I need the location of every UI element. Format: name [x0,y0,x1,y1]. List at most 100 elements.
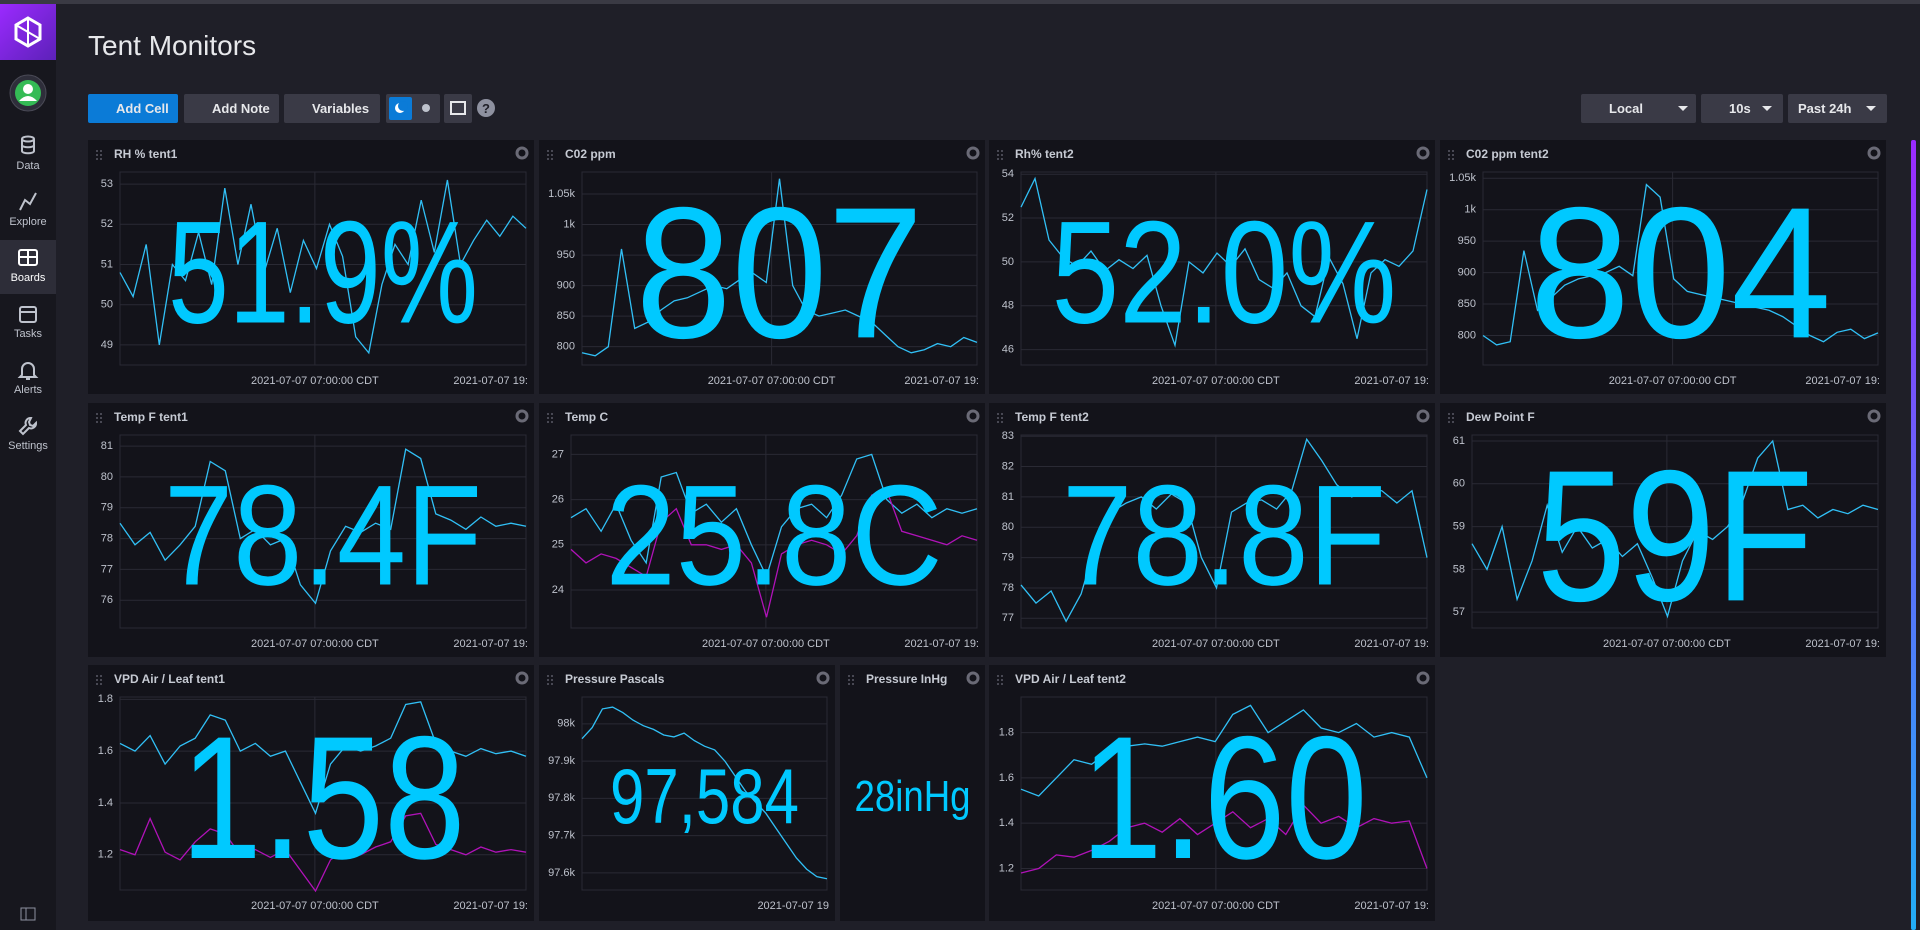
plot-frame [119,434,527,629]
add-note-button[interactable]: Add Note [184,94,279,123]
nav-label: Tasks [13,328,43,340]
y-tick-label: 1k [1464,204,1476,216]
drag-handle [1001,421,1003,423]
cell-background [1440,140,1886,394]
cell-settings[interactable] [966,671,980,685]
drag-handle [551,158,553,160]
stat-value: 59F [1537,431,1814,640]
nav-item[interactable]: Alerts [0,352,56,406]
drag-handle [96,675,98,677]
y-tick-label: 81 [101,440,113,452]
board-title: Tent Monitors [88,30,257,61]
x-tick-label: 2021-07-07 19: [1354,638,1429,650]
nav-item[interactable]: Tasks [0,296,56,350]
drag-handle [100,158,102,160]
series-line [1482,183,1879,346]
y-tick-label: 53 [101,178,113,190]
presentation-button[interactable] [444,94,472,123]
cell-settings[interactable] [515,146,529,160]
series-line [1471,439,1879,619]
drag-handle [997,158,999,160]
collapse-icon[interactable] [0,904,56,924]
view-toggles: ? [386,94,495,123]
y-tick-label: 54 [1002,168,1014,180]
x-tick-label: 2021-07-07 07:00:00 CDT [702,638,830,650]
drag-handle [1001,413,1003,415]
series-line [581,178,978,357]
plot-frame [1020,171,1428,366]
cell: VPD Air / Leaf tent2 1.8 1.6 1.4 1.2 2021-07-… [989,665,1435,921]
y-tick-label: 52 [1002,212,1014,224]
nav-label: Explore [9,216,47,228]
drag-handle [1001,675,1003,677]
drag-handle [551,154,553,156]
drag-handle [96,683,98,685]
y-tick-label: 79 [101,502,113,514]
nav-item[interactable]: Settings [0,408,56,462]
cell-settings[interactable] [1867,409,1881,423]
avatar[interactable] [0,70,56,120]
cell: Temp C 27 26 25 24 2021-07-07 07:00:00 CDT 202… [539,403,985,657]
drag-handle [547,154,549,156]
drag-handle [1448,413,1450,415]
cell: C02 ppm 1.05k 1k 950 900 850 800 2021-07-07 07:… [539,140,985,394]
cell-settings[interactable] [966,146,980,160]
drag-handle [848,679,850,681]
y-tick-label: 97.6k [548,867,575,879]
cell-settings[interactable] [1416,146,1430,160]
cell-background [840,665,985,921]
stat-value: 804 [1530,168,1832,377]
cell-settings[interactable] [1416,671,1430,685]
y-tick-label: 76 [101,594,113,606]
svg-text:?: ? [482,101,490,116]
cell-settings[interactable] [515,409,529,423]
series-line [119,448,527,605]
y-tick-label: 48 [1002,300,1014,312]
drag-handle [551,150,553,152]
help-button[interactable] [477,99,495,117]
cell-title: Temp C [565,410,608,424]
series-line [1020,437,1428,623]
y-tick-label: 83 [1002,430,1014,442]
drag-handle [1001,150,1003,152]
y-tick-label: 1.8 [999,726,1014,738]
refresh-dropdown[interactable]: 10s [1701,94,1783,123]
cell-settings[interactable] [1416,409,1430,423]
cell-settings[interactable] [816,671,830,685]
cell-title: C02 ppm tent2 [1466,147,1549,161]
add-cell-button[interactable]: Add Cell [88,94,178,123]
drag-handle [96,421,98,423]
drag-handle [100,154,102,156]
series-line [581,706,828,880]
y-tick-label: 60 [1453,478,1465,490]
drag-handle [100,421,102,423]
stat-value: 1.60 [1081,701,1368,896]
y-tick-label: 800 [1458,329,1476,341]
y-tick-label: 24 [552,584,564,596]
series-line [119,812,527,893]
drag-handle [96,679,98,681]
plot-frame [1020,696,1428,891]
drag-handle [551,413,553,415]
drag-handle [547,150,549,152]
variables-button[interactable]: Variables [284,94,380,123]
plot-frame [119,171,527,366]
timezone-dropdown[interactable]: Local [1581,94,1696,123]
drag-handle [852,683,854,685]
cell-settings[interactable] [515,671,529,685]
nav-item[interactable]: Boards [0,240,56,294]
drag-handle [547,417,549,419]
logo[interactable] [0,4,56,60]
y-tick-label: 82 [1002,460,1014,472]
cell-settings[interactable] [966,409,980,423]
nav-item[interactable]: Data [0,128,56,182]
nav-item[interactable]: Explore [0,184,56,238]
nav-icon [19,192,37,211]
cell-settings[interactable] [1867,146,1881,160]
cell-title: Temp F tent1 [114,410,188,424]
range-dropdown[interactable]: Past 24h [1788,94,1887,123]
cell: Pressure InHg 28inHg [840,665,985,921]
drag-handle [547,679,549,681]
